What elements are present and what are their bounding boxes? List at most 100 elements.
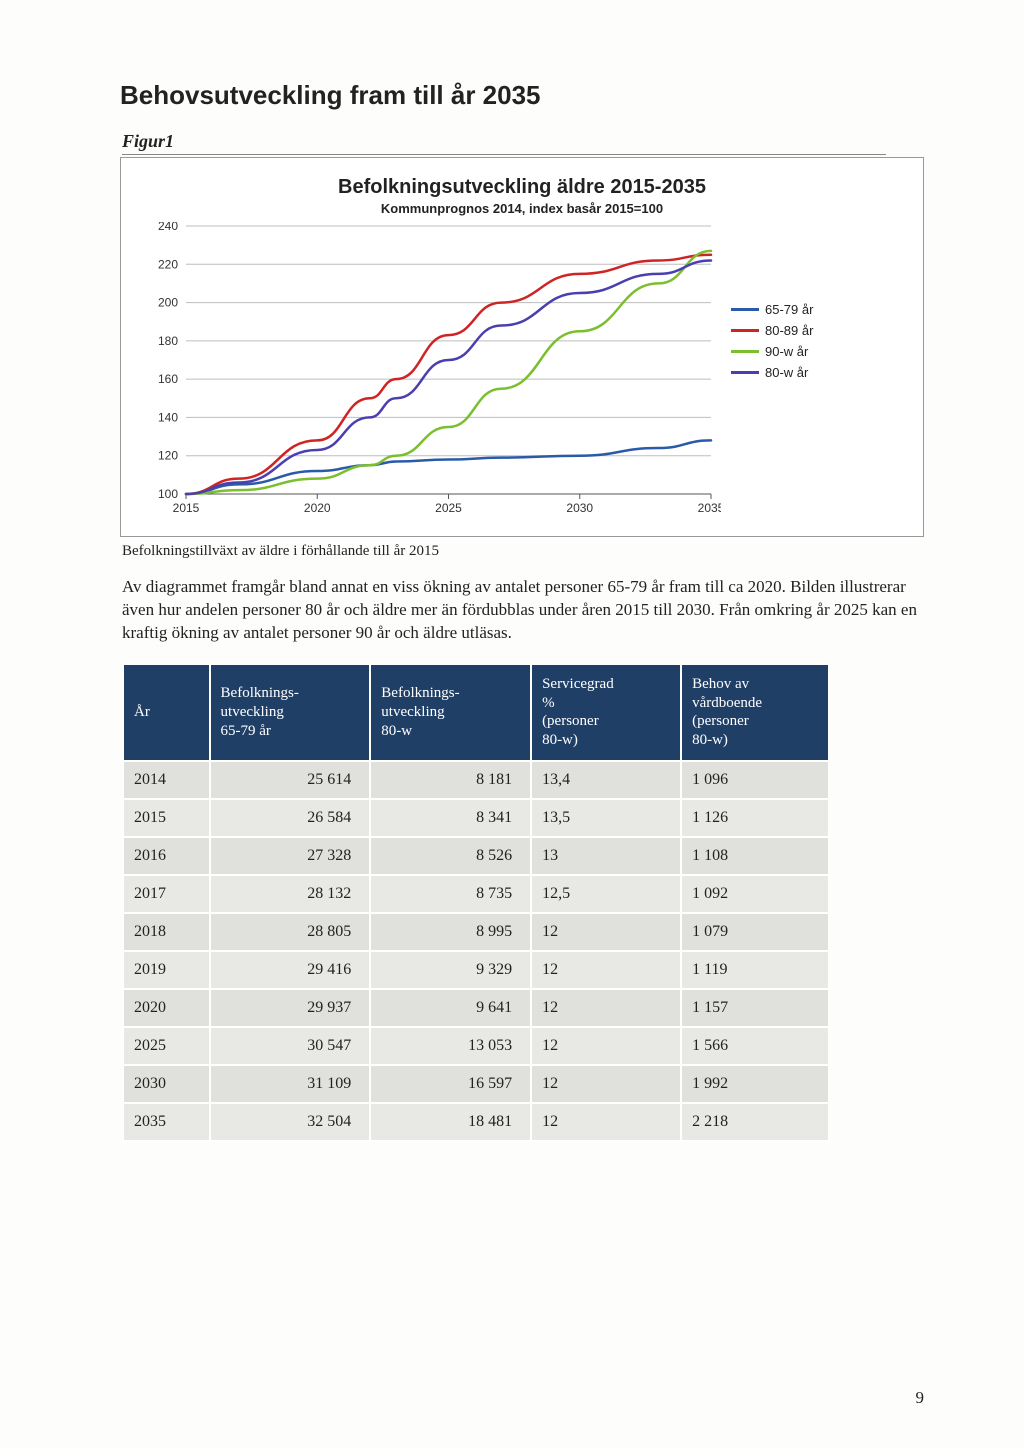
table-cell: 1 126 (681, 799, 828, 837)
table-cell: 2016 (123, 837, 210, 875)
table-cell: 1 992 (681, 1065, 828, 1103)
svg-text:2015: 2015 (173, 501, 200, 515)
table-row: 201627 3288 526131 108 (123, 837, 829, 875)
table-cell: 13 (531, 837, 681, 875)
svg-text:200: 200 (158, 296, 178, 310)
table-cell: 8 181 (370, 761, 531, 799)
body-paragraph: Av diagrammet framgår bland annat en vis… (122, 576, 924, 645)
table-cell: 16 597 (370, 1065, 531, 1103)
figure-label: Figur1 (122, 131, 886, 155)
table-cell: 31 109 (210, 1065, 371, 1103)
table-cell: 18 481 (370, 1103, 531, 1141)
table-cell: 12,5 (531, 875, 681, 913)
svg-text:100: 100 (158, 487, 178, 501)
chart-svg: 100 120 140 160 180 200 220 240 2015 2020 2025 2030… (141, 222, 721, 522)
legend-label: 90-w år (765, 344, 808, 359)
line-chart: 100 120 140 160 180 200 220 240 2015 2020 2025 2030… (141, 222, 903, 522)
table-cell: 9 329 (370, 951, 531, 989)
table-row: 202530 54713 053121 566 (123, 1027, 829, 1065)
table-cell: 2035 (123, 1103, 210, 1141)
table-cell: 2020 (123, 989, 210, 1027)
table-row: 202029 9379 641121 157 (123, 989, 829, 1027)
table-cell: 25 614 (210, 761, 371, 799)
table-row: 201929 4169 329121 119 (123, 951, 829, 989)
table-header-row: ÅrBefolknings-utveckling65-79 årBefolkni… (123, 664, 829, 761)
table-row: 203532 50418 481122 218 (123, 1103, 829, 1141)
table-cell: 32 504 (210, 1103, 371, 1141)
table-cell: 2025 (123, 1027, 210, 1065)
chart-subtitle: Kommunprognos 2014, index basår 2015=100 (141, 201, 903, 216)
table-row: 201425 6148 18113,41 096 (123, 761, 829, 799)
table-cell: 1 096 (681, 761, 828, 799)
svg-text:240: 240 (158, 222, 178, 233)
svg-text:220: 220 (158, 257, 178, 271)
legend-item: 80-89 år (731, 323, 813, 338)
svg-text:140: 140 (158, 410, 178, 424)
legend-label: 80-89 år (765, 323, 813, 338)
table-row: 203031 10916 597121 992 (123, 1065, 829, 1103)
table-cell: 9 641 (370, 989, 531, 1027)
table-cell: 1 157 (681, 989, 828, 1027)
chart-caption: Befolkningstillväxt av äldre i förhållan… (122, 543, 924, 560)
table-cell: 26 584 (210, 799, 371, 837)
chart-legend: 65-79 år 80-89 år 90-w år 80-w år (731, 302, 813, 522)
table-cell: 1 566 (681, 1027, 828, 1065)
page-title: Behovsutveckling fram till år 2035 (120, 80, 924, 111)
table-cell: 2015 (123, 799, 210, 837)
legend-item: 90-w år (731, 344, 813, 359)
table-cell: 1 092 (681, 875, 828, 913)
table-cell: 28 805 (210, 913, 371, 951)
table-header-cell: Befolknings-utveckling80-w (370, 664, 531, 761)
table-cell: 27 328 (210, 837, 371, 875)
table-body: 201425 6148 18113,41 096201526 5848 3411… (123, 761, 829, 1141)
table-header-cell: Behov avvårdboende(personer80-w) (681, 664, 828, 761)
table-row: 201728 1328 73512,51 092 (123, 875, 829, 913)
table-cell: 12 (531, 1027, 681, 1065)
table-cell: 12 (531, 951, 681, 989)
table-cell: 2018 (123, 913, 210, 951)
svg-text:160: 160 (158, 372, 178, 386)
legend-label: 80-w år (765, 365, 808, 380)
chart-container: Befolkningsutveckling äldre 2015-2035 Ko… (120, 157, 924, 537)
table-cell: 8 995 (370, 913, 531, 951)
table-cell: 13,4 (531, 761, 681, 799)
table-cell: 1 108 (681, 837, 828, 875)
table-cell: 12 (531, 989, 681, 1027)
svg-text:180: 180 (158, 334, 178, 348)
table-cell: 8 735 (370, 875, 531, 913)
table-cell: 2 218 (681, 1103, 828, 1141)
table-header-cell: Befolknings-utveckling65-79 år (210, 664, 371, 761)
table-cell: 29 937 (210, 989, 371, 1027)
table-header-cell: Servicegrad%(personer80-w) (531, 664, 681, 761)
legend-swatch (731, 371, 759, 374)
legend-swatch (731, 308, 759, 311)
document-page: Behovsutveckling fram till år 2035 Figur… (0, 0, 1024, 1448)
svg-text:2035: 2035 (698, 501, 721, 515)
legend-item: 65-79 år (731, 302, 813, 317)
legend-label: 65-79 år (765, 302, 813, 317)
table-cell: 12 (531, 1103, 681, 1141)
table-cell: 8 341 (370, 799, 531, 837)
table-cell: 2019 (123, 951, 210, 989)
table-cell: 1 079 (681, 913, 828, 951)
table-cell: 1 119 (681, 951, 828, 989)
svg-text:120: 120 (158, 449, 178, 463)
svg-text:2025: 2025 (435, 501, 462, 515)
table-cell: 29 416 (210, 951, 371, 989)
data-table: ÅrBefolknings-utveckling65-79 årBefolkni… (122, 663, 830, 1142)
table-cell: 13,5 (531, 799, 681, 837)
legend-item: 80-w år (731, 365, 813, 380)
table-cell: 2014 (123, 761, 210, 799)
legend-swatch (731, 329, 759, 332)
table-cell: 2017 (123, 875, 210, 913)
svg-text:2030: 2030 (566, 501, 593, 515)
legend-swatch (731, 350, 759, 353)
table-cell: 12 (531, 1065, 681, 1103)
page-number: 9 (916, 1388, 925, 1408)
table-header-cell: År (123, 664, 210, 761)
table-cell: 2030 (123, 1065, 210, 1103)
table-cell: 30 547 (210, 1027, 371, 1065)
table-cell: 12 (531, 913, 681, 951)
table-cell: 13 053 (370, 1027, 531, 1065)
svg-text:2020: 2020 (304, 501, 331, 515)
